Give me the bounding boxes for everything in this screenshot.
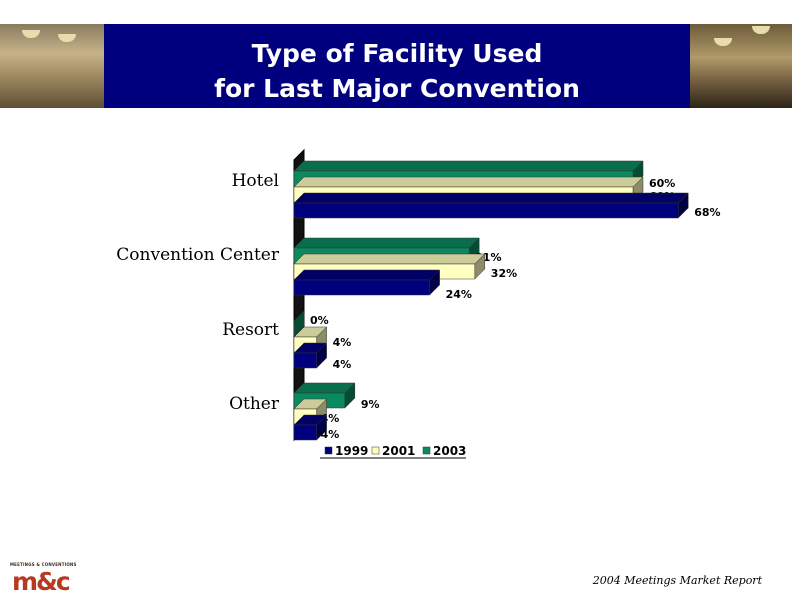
legend-swatch-1999 xyxy=(324,446,333,455)
chart-title: Type of Facility Used for Last Major Con… xyxy=(104,36,690,106)
data-label-2003-0: 60% xyxy=(649,177,675,190)
report-footer: 2004 Meetings Market Report xyxy=(592,574,762,587)
category-label-resort: Resort xyxy=(222,320,279,340)
bar-top-2001-1 xyxy=(293,253,486,265)
bar-1999-resort xyxy=(293,352,317,369)
category-label-other: Other xyxy=(229,394,280,414)
logo-brand-text: MEETINGS & CONVENTIONS xyxy=(10,562,77,567)
legend-swatch-2001 xyxy=(371,446,380,455)
bar-top-2003-3 xyxy=(293,382,356,394)
bar-1999-hotel xyxy=(293,202,679,219)
bar-top-2003-1 xyxy=(293,237,480,249)
bar-top-1999-1 xyxy=(293,269,441,281)
legend-label-2003: 2003 xyxy=(433,444,466,458)
data-label-2003-3: 9% xyxy=(361,398,380,411)
data-label-2001-2: 4% xyxy=(333,336,352,349)
category-label-convention-center: Convention Center xyxy=(116,245,280,265)
banner-photo-ballroom xyxy=(0,24,104,108)
legend-swatch-2003 xyxy=(422,446,431,455)
mc-logo: MEETINGS & CONVENTIONS m&c xyxy=(10,562,90,596)
data-label-1999-1: 24% xyxy=(446,288,472,301)
title-line-2: for Last Major Convention xyxy=(214,74,580,103)
legend-label-1999: 1999 xyxy=(335,444,368,458)
data-label-1999-0: 68% xyxy=(694,206,720,219)
data-label-1999-3: 4% xyxy=(321,428,340,441)
bar-top-1999-0 xyxy=(293,192,689,204)
banner-photo-auditorium xyxy=(690,24,792,108)
bar-side-2003-2 xyxy=(293,310,305,337)
bar-top-2001-0 xyxy=(293,176,644,188)
data-label-2003-2: 0% xyxy=(310,314,329,327)
category-label-hotel: Hotel xyxy=(232,171,279,191)
logo-mark: m&c xyxy=(12,567,71,596)
data-label-2001-1: 32% xyxy=(491,267,517,280)
legend-label-2001: 2001 xyxy=(382,444,415,458)
title-banner: Type of Facility Used for Last Major Con… xyxy=(0,24,792,108)
bar-1999-convention-center xyxy=(293,279,430,296)
title-line-1: Type of Facility Used xyxy=(251,39,543,68)
bar-top-2003-0 xyxy=(293,160,644,172)
bar-1999-other xyxy=(293,424,317,441)
data-label-1999-2: 4% xyxy=(333,358,352,371)
